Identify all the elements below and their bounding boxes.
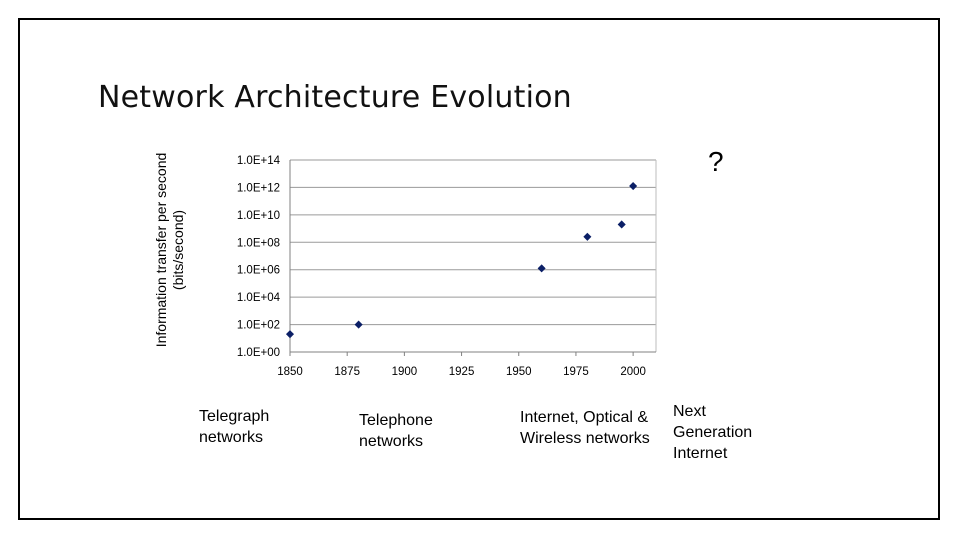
data-point (537, 264, 546, 273)
x-tick-label: 2000 (620, 366, 646, 378)
y-tick-label: 1.0E+14 (237, 155, 281, 167)
era-label-internet: Internet, Optical & Wireless networks (520, 409, 650, 447)
question-mark: ? (708, 146, 724, 177)
slide-title: Network Architecture Evolution (98, 80, 572, 115)
era-label-next-generation: Next Generation Internet (673, 403, 753, 462)
x-tick-label: 1950 (506, 366, 532, 378)
data-point (617, 220, 626, 229)
y-tick-label: 1.0E+00 (237, 347, 280, 359)
era-label-telegraph: Telegraph networks (199, 408, 270, 446)
x-tick-label: 1875 (334, 366, 360, 378)
y-tick-label: 1.0E+02 (237, 320, 280, 332)
y-tick-label: 1.0E+08 (237, 237, 280, 249)
data-point (583, 232, 592, 241)
era-label-telephone: Telephone networks (359, 412, 433, 450)
y-tick-label: 1.0E+12 (237, 182, 280, 194)
y-tick-label: 1.0E+10 (237, 210, 280, 222)
x-tick-label: 1925 (449, 366, 475, 378)
data-point (629, 182, 638, 191)
data-point (354, 320, 363, 329)
y-tick-label: 1.0E+06 (237, 265, 280, 277)
x-tick-label: 1900 (392, 366, 418, 378)
y-tick-label: 1.0E+04 (237, 292, 281, 304)
slide-frame (18, 18, 940, 520)
data-point (285, 330, 295, 339)
x-tick-label: 1850 (277, 366, 303, 378)
x-tick-label: 1975 (563, 366, 589, 378)
